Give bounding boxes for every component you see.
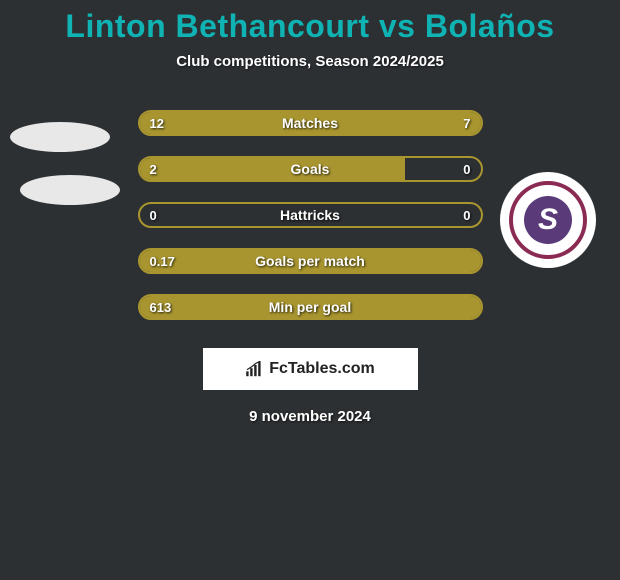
player-left-placeholder-2 (20, 175, 120, 205)
stat-label: Matches (140, 112, 481, 134)
stat-label: Hattricks (140, 204, 481, 226)
badge-letter: S (524, 196, 572, 244)
player-left-placeholder-1 (10, 122, 110, 152)
stat-value-right: 0 (463, 158, 470, 180)
stat-label: Goals per match (140, 250, 481, 272)
stat-bar: Goals per match0.17 (138, 248, 483, 274)
stat-bar: Min per goal613 (138, 294, 483, 320)
stat-label: Goals (140, 158, 481, 180)
stat-bar: Matches12 7 (138, 110, 483, 136)
stat-value-left: 0.17 (150, 250, 175, 272)
chart-date: 9 november 2024 (0, 408, 620, 425)
stat-row: Min per goal613 (0, 284, 620, 330)
stat-label: Min per goal (140, 296, 481, 318)
stat-bar: Goals2 0 (138, 156, 483, 182)
stat-value-left: 2 (150, 158, 157, 180)
stat-value-left: 0 (150, 204, 157, 226)
watermark: FcTables.com (203, 348, 418, 390)
chart-icon (245, 361, 265, 377)
player-right-club-badge: S (500, 172, 596, 268)
stat-value-right: 0 (463, 204, 470, 226)
page-title: Linton Bethancourt vs Bolaños (0, 0, 620, 45)
watermark-text: FcTables.com (269, 360, 375, 378)
stat-value-right: 7 (463, 112, 470, 134)
stat-value-left: 12 (150, 112, 164, 134)
page-subtitle: Club competitions, Season 2024/2025 (0, 53, 620, 70)
stat-value-left: 613 (150, 296, 172, 318)
stat-bar: Hattricks0 0 (138, 202, 483, 228)
badge-ring: S (509, 181, 587, 259)
